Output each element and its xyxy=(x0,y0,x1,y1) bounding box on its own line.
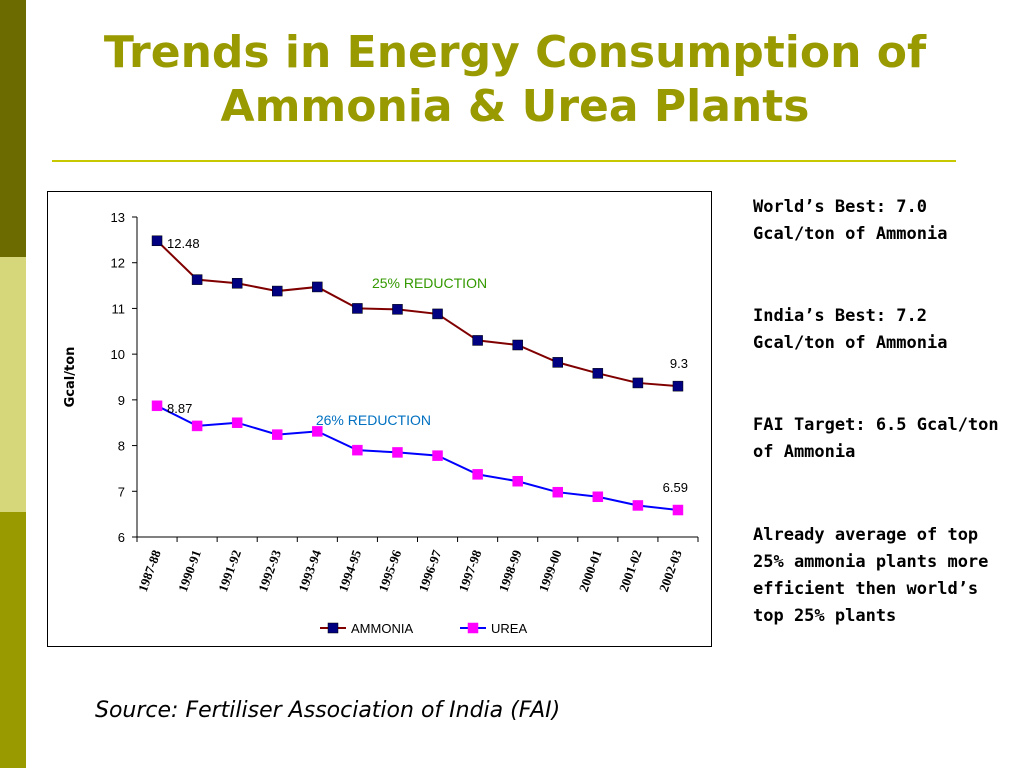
x-tick-label: 1994-95 xyxy=(335,547,364,593)
data-point-urea xyxy=(392,447,403,458)
x-tick-label: 2000-01 xyxy=(576,548,605,594)
series-line-ammonia xyxy=(156,240,679,388)
reduction-annotation: 26% REDUCTION xyxy=(316,412,431,428)
series-line-urea xyxy=(156,404,679,512)
data-point-urea xyxy=(352,444,363,456)
slide-title: Trends in Energy Consumption of Ammonia … xyxy=(103,27,927,132)
side-bar-light xyxy=(0,257,26,512)
data-point-ammonia xyxy=(432,308,443,320)
data-point-urea xyxy=(151,400,163,412)
x-tick-label: 2001-02 xyxy=(616,548,645,594)
data-point-ammonia xyxy=(272,285,283,297)
chart-frame: 6 7 8 9 10 11 12 13 Gcal/ton 1987-88 1990-91 1991-9… xyxy=(47,191,712,647)
x-tick-label: 1998-99 xyxy=(496,547,525,593)
data-point-urea xyxy=(272,429,283,440)
title-divider xyxy=(52,160,956,162)
y-tick-label: 9 xyxy=(118,393,125,408)
legend-marker-urea xyxy=(467,622,479,634)
x-tick-label: 1987-88 xyxy=(135,547,164,593)
data-point-urea xyxy=(432,450,443,461)
data-point-ammonia xyxy=(632,377,644,389)
data-point-urea xyxy=(592,491,604,503)
x-tick-label: 1995-96 xyxy=(375,547,404,593)
data-label: 8.87 xyxy=(167,401,192,416)
x-tick-label: 1990-91 xyxy=(175,548,204,594)
data-point-ammonia xyxy=(312,281,323,293)
y-axis-title: Gcal/ton xyxy=(63,347,78,408)
y-tick-label: 12 xyxy=(111,256,125,271)
x-tick-label: 1993-94 xyxy=(295,547,324,593)
x-tick-label: 1992-93 xyxy=(255,547,284,593)
data-point-urea xyxy=(552,486,563,498)
y-tick-label: 10 xyxy=(111,347,125,362)
data-point-ammonia xyxy=(512,339,523,351)
x-tick-label: 1999-00 xyxy=(536,548,565,594)
data-point-urea xyxy=(191,420,203,432)
data-point-ammonia xyxy=(352,303,363,314)
data-point-urea xyxy=(312,426,323,437)
legend-label-ammonia: AMMONIA xyxy=(351,621,413,636)
data-label: 9.3 xyxy=(670,356,688,371)
note-worlds-best: World’s Best: 7.0 Gcal/ton of Ammonia xyxy=(753,197,948,244)
legend-marker-ammonia xyxy=(327,622,339,634)
side-bar-dark xyxy=(0,0,26,257)
data-point-urea xyxy=(512,475,523,487)
y-tick-label: 8 xyxy=(118,439,125,454)
data-point-ammonia xyxy=(592,368,604,379)
y-tick-label: 7 xyxy=(118,484,125,499)
y-tick-label: 13 xyxy=(111,210,125,225)
note-indias-best: India’s Best: 7.2 Gcal/ton of Ammonia xyxy=(753,306,948,353)
note-fai-target: FAI Target: 6.5 Gcal/ton of Ammonia xyxy=(753,415,999,462)
y-tick-label: 11 xyxy=(112,301,126,316)
x-tick-label: 2002-03 xyxy=(656,547,685,593)
data-point-urea xyxy=(632,500,644,511)
data-point-urea xyxy=(672,504,684,516)
data-point-ammonia xyxy=(392,304,403,315)
data-point-urea xyxy=(231,417,243,428)
x-tick-label: 1997-98 xyxy=(456,547,485,593)
legend-label-urea: UREA xyxy=(491,621,527,636)
data-label: 12.48 xyxy=(167,236,200,251)
data-point-ammonia xyxy=(552,357,563,368)
data-point-ammonia xyxy=(672,380,684,392)
y-tick-label: 6 xyxy=(118,530,125,545)
data-point-ammonia xyxy=(191,274,203,285)
side-bar-olive xyxy=(0,512,26,768)
energy-consumption-chart: 6 7 8 9 10 11 12 13 Gcal/ton 1987-88 1990-91 1991-9… xyxy=(63,210,699,636)
note-top-25-percent: Already average of top 25% ammonia plant… xyxy=(753,525,989,626)
x-tick-label: 1996-97 xyxy=(415,547,444,593)
data-label: 6.59 xyxy=(663,480,688,495)
data-point-ammonia xyxy=(231,278,243,289)
source-citation: Source: Fertiliser Association of India … xyxy=(95,698,561,723)
data-point-ammonia xyxy=(472,335,483,346)
data-point-ammonia xyxy=(151,235,163,247)
reduction-annotation: 25% REDUCTION xyxy=(372,275,487,291)
data-point-urea xyxy=(472,469,483,480)
x-tick-label: 1991-92 xyxy=(215,548,244,594)
